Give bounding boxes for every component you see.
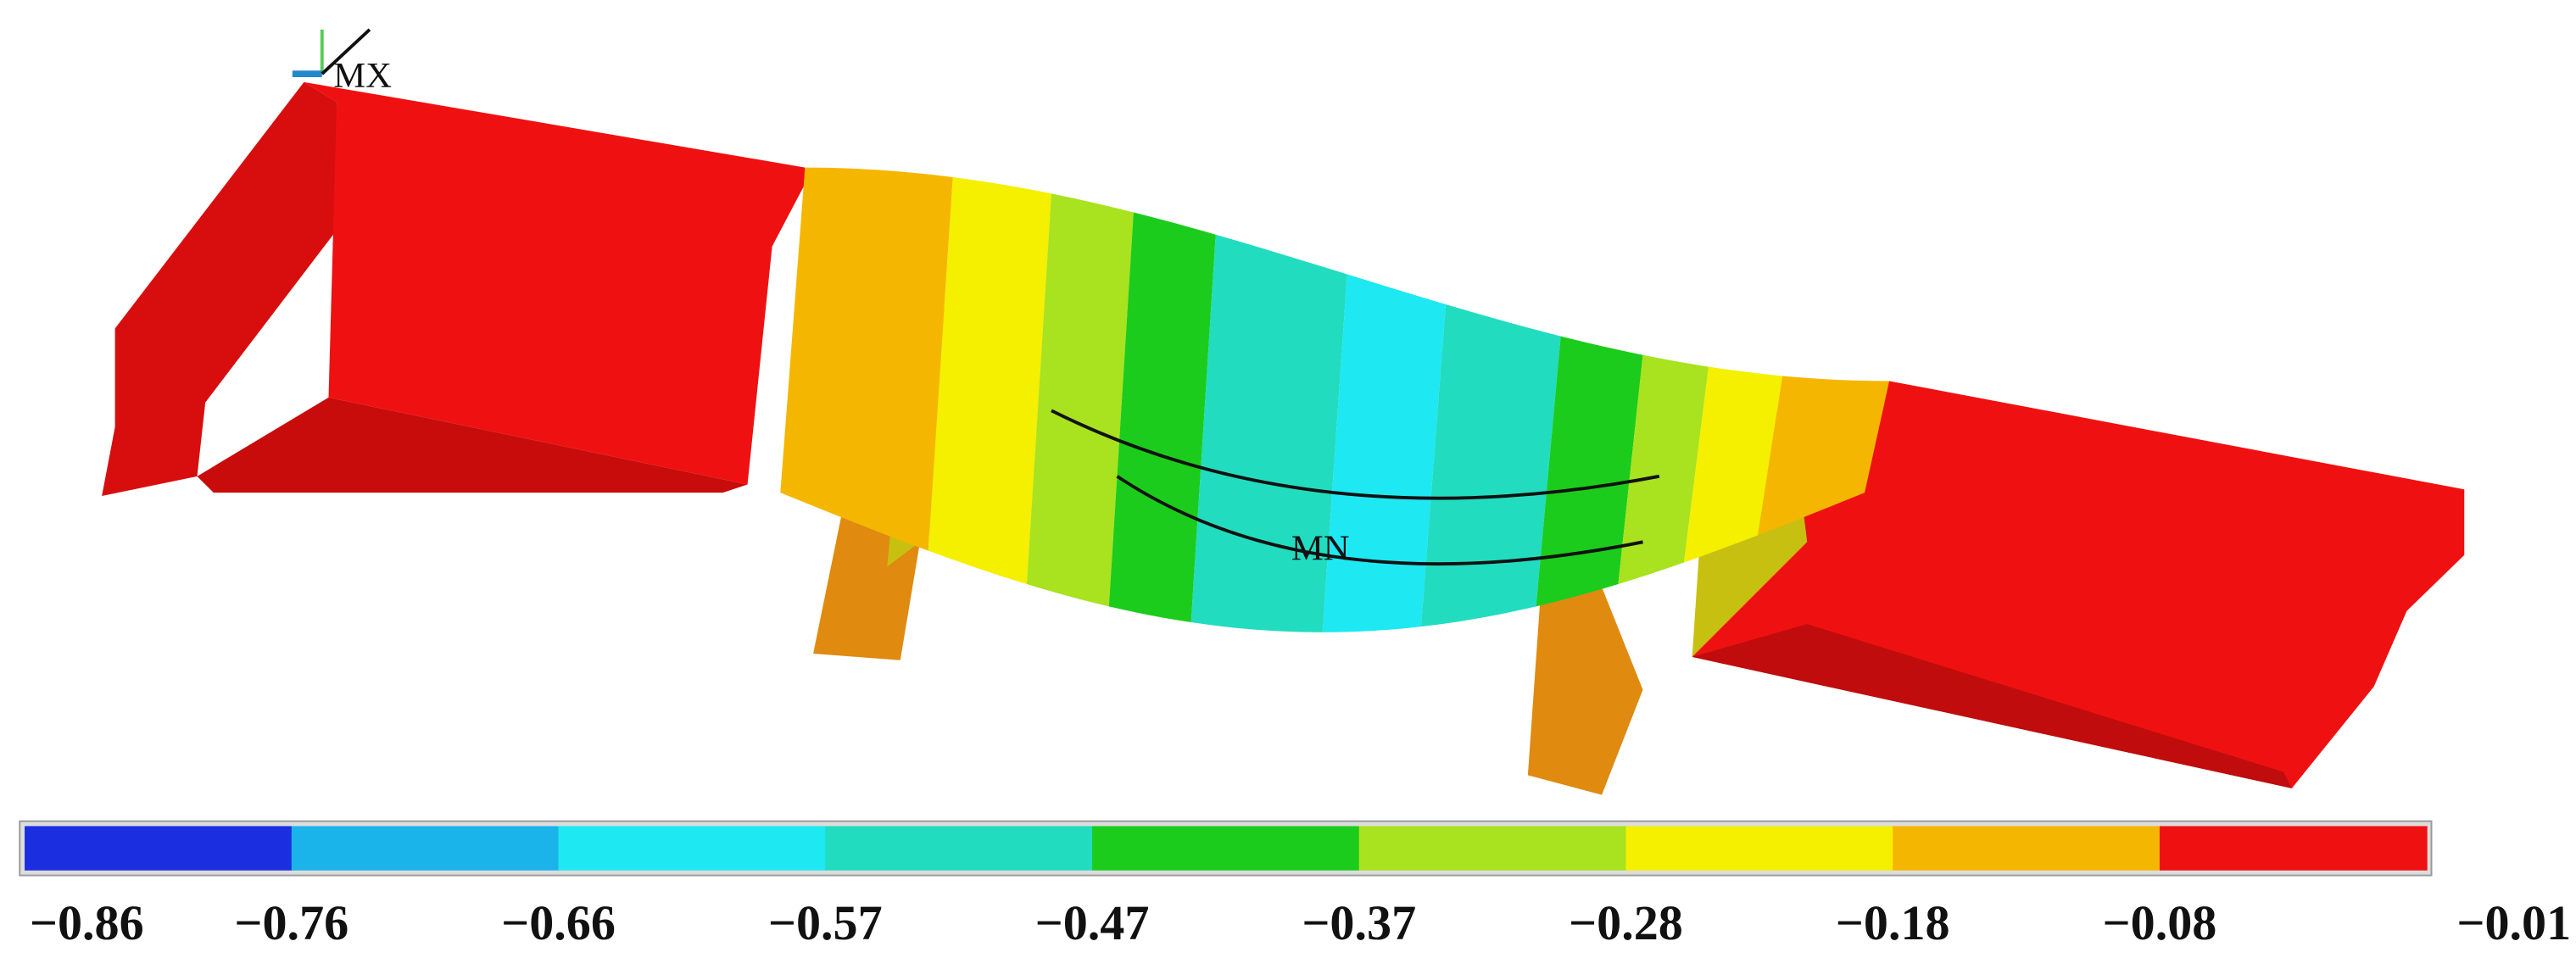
contour-strip	[1683, 366, 1783, 563]
legend-band	[1358, 826, 1627, 871]
contour-strip	[1190, 234, 1347, 632]
legend-label: −0.08	[2103, 895, 2217, 950]
legend-label: −0.66	[501, 895, 616, 950]
legend-band	[1893, 826, 2161, 871]
legend-label: −0.28	[1569, 895, 1683, 950]
legend-band	[2159, 826, 2428, 871]
contour-strip	[1108, 212, 1216, 623]
axis-triad	[292, 28, 371, 78]
legend-label: −0.47	[1035, 895, 1150, 950]
legend-label: −0.57	[768, 895, 883, 950]
legend-band	[558, 826, 827, 871]
max-marker: MX	[333, 56, 392, 96]
legend-label: −0.76	[234, 895, 348, 950]
deformed-zone	[780, 167, 1890, 632]
contour-strip	[780, 167, 953, 551]
sag-line	[1051, 409, 1660, 500]
contour-strip	[1536, 336, 1643, 607]
legend-band	[291, 826, 560, 871]
min-marker: MN	[1291, 529, 1350, 569]
legend-label: −0.18	[1836, 895, 1950, 950]
right-shadow	[1692, 624, 2292, 788]
legend-band	[825, 826, 1093, 871]
contour-strip	[1420, 304, 1561, 627]
left-flange	[102, 81, 337, 497]
legend-label: −0.86	[30, 895, 144, 950]
contour-strip	[928, 176, 1051, 585]
legend-label: −0.01	[2456, 895, 2571, 950]
left-web	[304, 81, 806, 485]
contour-strip	[1322, 274, 1446, 632]
contour-strip	[1618, 354, 1709, 585]
contour-strip	[1026, 193, 1134, 607]
legend-band	[1092, 826, 1360, 871]
contour-strip	[1758, 376, 1890, 536]
legend-label: −0.37	[1302, 895, 1416, 950]
left-shadow	[197, 397, 748, 493]
legend: −0.86 −0.76 −0.66 −0.57 −0.47 −0.37 −0.28 −0.18…	[25, 826, 2571, 950]
legend-band	[1625, 826, 1894, 871]
triad-axis	[321, 28, 371, 75]
sag-line	[1116, 475, 1643, 566]
legend-band	[25, 826, 293, 871]
